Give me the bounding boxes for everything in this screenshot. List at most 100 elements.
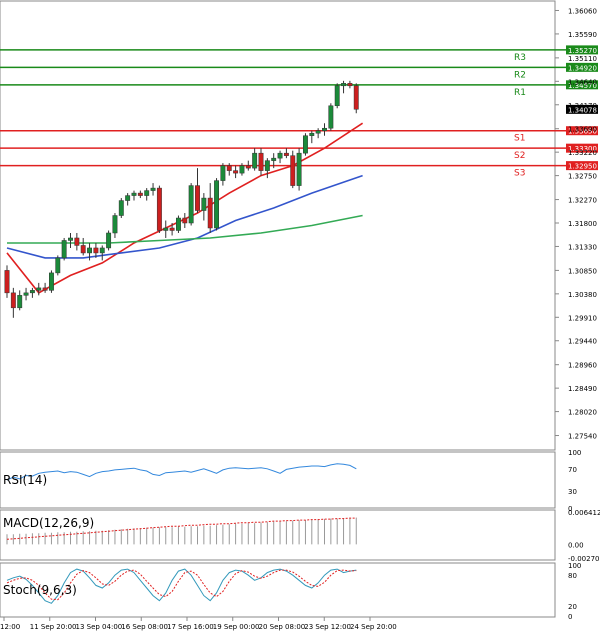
- candle-body: [29, 290, 35, 294]
- level-price-tag: [566, 161, 598, 171]
- price-panel: R3 1.35270 R2 1.34920 R1 1.34570 S1 1.33650 S2 1.…: [0, 0, 598, 451]
- candle-body: [150, 187, 156, 191]
- stoch-label: Stoch(9,6,3): [3, 583, 77, 597]
- time-tick-label: 16 Sep 08:00: [121, 623, 168, 631]
- macd-tick-label: 0.00: [568, 541, 584, 549]
- candle-body: [49, 272, 54, 291]
- price-axis: 1.360601.355901.351101.346401.341701.336…: [555, 7, 598, 441]
- price-tick-label: 1.35590: [568, 31, 597, 39]
- stoch-tick-label: 20: [568, 603, 577, 611]
- candle-body: [125, 195, 131, 201]
- price-tick-label: 1.35110: [568, 55, 597, 63]
- stoch-panel: 100 80 20 0 Stoch(9,6,3): [0, 562, 581, 621]
- candle-body: [188, 185, 194, 224]
- price-tick-label: 1.27540: [568, 433, 597, 441]
- level-name-s2: S2: [514, 151, 525, 161]
- candle-body: [233, 170, 239, 174]
- level-price-tag: [566, 45, 598, 55]
- macd-label: MACD(12,26,9): [3, 516, 94, 530]
- time-tick-label: 19 Sep 00:00: [213, 623, 260, 631]
- time-tick-label: 17 Sep 16:00: [167, 623, 214, 631]
- macd-tick-label: -0.002701: [568, 555, 600, 563]
- candle-body: [93, 247, 99, 254]
- candle-body: [87, 247, 92, 254]
- stoch-d-line: [6, 569, 357, 601]
- level-price-tag: [566, 143, 598, 153]
- candle-body: [182, 217, 188, 224]
- candle-body: [245, 165, 251, 169]
- price-tick-label: 1.29910: [568, 314, 597, 322]
- candle-body: [264, 160, 270, 171]
- price-tick-label: 1.30380: [568, 291, 597, 299]
- candle-body: [61, 240, 67, 259]
- stoch-tick-label: 100: [568, 562, 581, 570]
- level-price-tag: [566, 80, 598, 90]
- current-price-label: 1.34078: [568, 106, 597, 114]
- level-price-label: 1.34570: [568, 82, 597, 90]
- macd-tick-label: 0.006412: [568, 509, 600, 517]
- candle-body: [80, 245, 86, 254]
- level-price-label: 1.33650: [568, 128, 597, 136]
- price-tick-label: 1.29440: [568, 338, 597, 346]
- price-tick-label: 1.31330: [568, 243, 597, 251]
- candle-body: [277, 152, 283, 159]
- level-name-s1: S1: [514, 134, 525, 144]
- candle-body: [118, 200, 124, 216]
- time-tick-label: 20 Sep 08:00: [259, 623, 306, 631]
- candle-body: [106, 232, 112, 249]
- candle-body: [322, 127, 327, 131]
- candle-body: [226, 165, 232, 171]
- rsi-panel: 100 70 30 0 RSI(14): [0, 449, 581, 513]
- level-price-label: 1.34920: [568, 64, 597, 72]
- candle-body: [169, 227, 175, 231]
- candle-body: [290, 155, 296, 186]
- price-tick-label: 1.33690: [568, 126, 597, 134]
- candle-body: [42, 287, 48, 291]
- level-name-s3: S3: [514, 169, 525, 179]
- candle-body: [4, 270, 10, 294]
- candle-body: [156, 187, 162, 231]
- price-tick-label: 1.28960: [568, 362, 597, 370]
- time-tick-label: 23 Sep 12:00: [304, 623, 351, 631]
- time-axis: 12:00 11 Sep 20:00 13 Sep 04:00 16 Sep 08:0…: [0, 617, 397, 631]
- candle-body: [201, 197, 207, 211]
- price-tick-label: 1.34640: [568, 78, 597, 86]
- level-name-r3: R3: [514, 53, 526, 63]
- stoch-tick-label: 80: [568, 572, 577, 580]
- candle-body: [144, 190, 150, 196]
- candle-body: [195, 185, 200, 211]
- level-price-tag: [566, 62, 598, 72]
- level-price-label: 1.35270: [568, 47, 597, 55]
- candle-body: [17, 295, 23, 309]
- price-tick-label: 1.28020: [568, 409, 597, 417]
- candle-body: [296, 152, 302, 186]
- level-price-label: 1.33300: [568, 145, 597, 153]
- macd-panel: 0.006412 0.00 -0.002701 MACD(12,26,9): [0, 509, 600, 563]
- rsi-tick-label: 70: [568, 466, 577, 474]
- candle-body: [10, 292, 16, 309]
- time-tick-label: 12:00: [0, 623, 20, 631]
- candle-body: [271, 157, 277, 161]
- candlesticks: [4, 80, 359, 318]
- rsi-label: RSI(14): [3, 473, 47, 487]
- price-tick-label: 1.32750: [568, 173, 597, 181]
- candle-body: [55, 257, 61, 274]
- level-name-r2: R2: [514, 70, 526, 80]
- level-price-label: 1.32950: [568, 163, 597, 171]
- candle-body: [328, 105, 334, 129]
- price-tick-label: 1.30850: [568, 267, 597, 275]
- candle-body: [74, 237, 80, 246]
- candle-body: [68, 237, 73, 241]
- candle-body: [239, 165, 245, 174]
- rsi-tick-label: 0: [568, 505, 572, 513]
- candle-body: [163, 227, 169, 231]
- candle-body: [207, 197, 213, 229]
- candle-body: [220, 165, 226, 181]
- candle-body: [258, 152, 264, 171]
- rsi-tick-label: 100: [568, 449, 581, 457]
- candle-body: [283, 152, 289, 156]
- candle-body: [137, 192, 143, 196]
- price-tick-label: 1.33220: [568, 149, 597, 157]
- price-tick-label: 1.28490: [568, 385, 597, 393]
